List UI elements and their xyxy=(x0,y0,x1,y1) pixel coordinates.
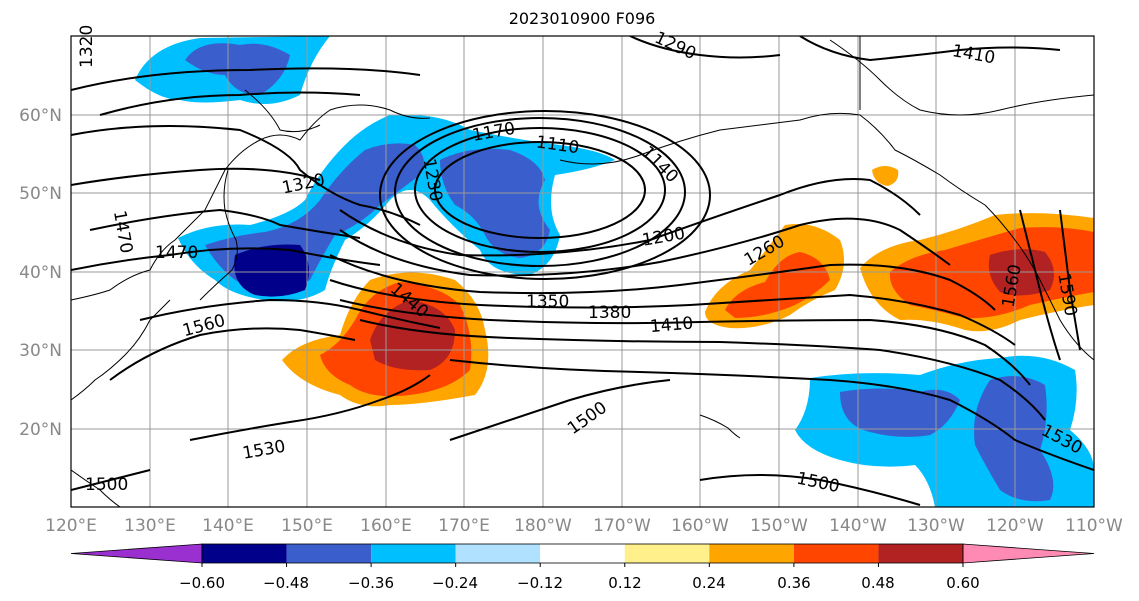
colorbar-tick-label: −0.36 xyxy=(348,574,394,592)
positive-anomaly-central-pacific xyxy=(282,272,489,407)
lat-label: 50°N xyxy=(19,184,62,204)
lon-label: 160°E xyxy=(360,516,412,536)
map-frame xyxy=(70,35,1095,508)
colorbar-tick-label: −0.12 xyxy=(517,574,563,592)
coastlines xyxy=(71,36,1094,507)
lon-label: 150°W xyxy=(750,516,808,536)
colorbar-extend-low xyxy=(70,543,203,564)
lon-label: 120°W xyxy=(986,516,1044,536)
lon-label: 180°W xyxy=(514,516,572,536)
plot-title: 2023010900 F096 xyxy=(508,9,656,28)
lon-label: 130°W xyxy=(907,516,965,536)
contour-label: 1470 xyxy=(155,243,198,263)
lon-label: 170°E xyxy=(438,516,490,536)
colorbar-cell xyxy=(540,544,625,563)
colorbar-cell xyxy=(286,544,372,563)
colorbar-frame xyxy=(201,543,964,564)
lat-label: 60°N xyxy=(19,106,62,126)
colorbar-tick-label: 0.24 xyxy=(692,574,725,592)
colorbar-cell xyxy=(878,544,963,563)
colorbar-tick-label: 0.48 xyxy=(861,574,894,592)
graticule xyxy=(71,36,1094,507)
contour-label: 1320 xyxy=(77,25,97,68)
lon-label: 120°E xyxy=(45,516,97,536)
colorbar-cell xyxy=(455,544,541,563)
contour-label: 1500 xyxy=(85,475,128,495)
contour-label: 1380 xyxy=(588,303,631,323)
contour-label: 1350 xyxy=(526,292,569,312)
lat-label: 20°N xyxy=(19,420,62,440)
lon-label: 110°W xyxy=(1065,516,1123,536)
colorbar-labels: −0.60 −0.48 −0.36 −0.24 −0.12 0.12 0.24 … xyxy=(179,574,980,592)
lon-label: 140°W xyxy=(829,516,887,536)
colorbar-tick-label: −0.48 xyxy=(263,574,309,592)
contour-label: 1410 xyxy=(649,313,694,337)
lon-label: 140°E xyxy=(202,516,254,536)
colorbar-cell xyxy=(709,544,794,563)
lat-label: 40°N xyxy=(19,263,62,283)
colorbar-tick-label: 0.36 xyxy=(777,574,810,592)
colorbar-tick-label: −0.24 xyxy=(432,574,478,592)
colorbar-tick-label: 0.12 xyxy=(608,574,641,592)
colorbar-cell xyxy=(202,544,287,563)
lon-label: 130°E xyxy=(124,516,176,536)
height-contours xyxy=(71,36,1094,506)
colorbar-extend-high xyxy=(962,543,1095,564)
lon-label: 160°W xyxy=(671,516,729,536)
latitude-axis: 60°N 50°N 40°N 30°N 20°N xyxy=(19,106,62,440)
colorbar-cell xyxy=(371,544,456,563)
colorbar-cell xyxy=(624,544,710,563)
colorbar-tick-label: 0.60 xyxy=(946,574,979,592)
colorbar-cell xyxy=(793,544,879,563)
colorbar-tick-label: −0.60 xyxy=(179,574,225,592)
lon-label: 170°W xyxy=(593,516,651,536)
lon-label: 150°E xyxy=(281,516,333,536)
lat-label: 30°N xyxy=(19,341,62,361)
longitude-axis: 120°E 130°E 140°E 150°E 160°E 170°E 180°… xyxy=(45,516,1123,536)
colorbar-cells xyxy=(70,543,1095,567)
colorbar: −0.60 −0.48 −0.36 −0.24 −0.12 0.12 0.24 … xyxy=(70,543,1095,592)
